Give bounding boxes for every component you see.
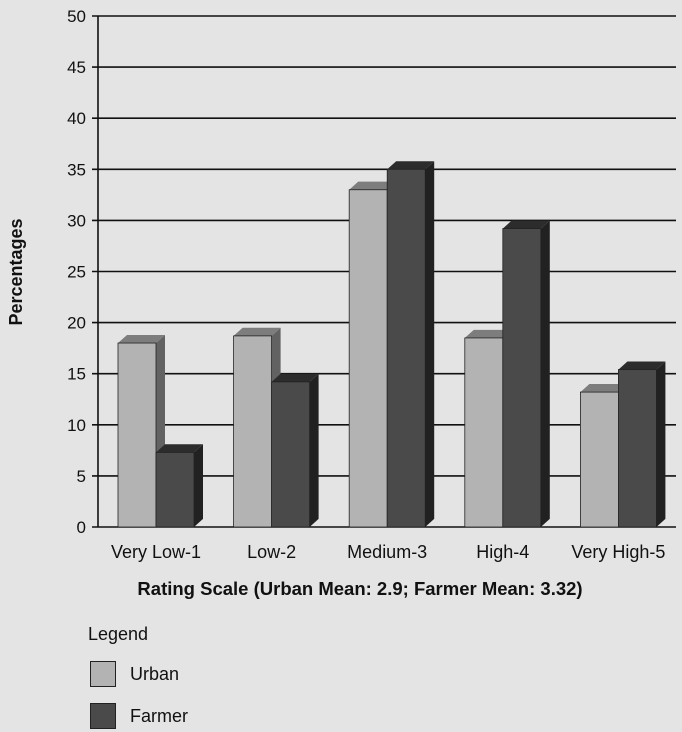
y-tick-label: 15 [67, 365, 86, 384]
category-label: Very Low-1 [111, 542, 201, 562]
bar-farmer-4 [502, 220, 550, 528]
category-label: Low-2 [247, 542, 296, 562]
y-tick-label: 35 [67, 160, 86, 179]
legend-label-farmer: Farmer [130, 705, 188, 726]
y-axis-label: Percentages [6, 218, 26, 325]
y-tick-label: 0 [77, 518, 86, 537]
legend-swatch-farmer [90, 703, 116, 729]
legend-label-urban: Urban [130, 663, 180, 684]
category-label: Very High-5 [571, 542, 665, 562]
y-tick-labels: 0 5 10 15 20 25 30 35 40 45 50 [67, 7, 86, 537]
bars [117, 161, 666, 528]
legend-item-urban: Urban [90, 660, 179, 688]
y-tick-label: 45 [67, 58, 86, 77]
y-tick-label: 20 [67, 314, 86, 333]
y-tick-label: 50 [67, 7, 86, 26]
y-tick-label: 30 [67, 211, 86, 230]
category-label: High-4 [476, 542, 529, 562]
legend-title: Legend [88, 624, 149, 644]
bar-farmer-5 [618, 361, 666, 528]
x-axis-label: Rating Scale (Urban Mean: 2.9; Farmer Me… [137, 578, 583, 599]
bar-farmer-2 [271, 373, 319, 528]
y-tick-label: 40 [67, 109, 86, 128]
bar-farmer-1 [155, 444, 203, 528]
category-label: Medium-3 [347, 542, 427, 562]
y-tick-label: 25 [67, 263, 86, 282]
y-tick-label: 5 [77, 467, 86, 486]
y-tick-label: 10 [67, 416, 86, 435]
category-labels: Very Low-1 Low-2 Medium-3 High-4 Very High-5 [111, 542, 665, 562]
legend-swatch-urban [90, 661, 116, 687]
bar-chart: 0 5 10 15 20 25 30 35 40 45 50 Very Low-1 Low-2 Medi… [6, 7, 676, 562]
legend-item-farmer: Farmer [90, 702, 188, 730]
bar-farmer-3 [386, 161, 435, 528]
